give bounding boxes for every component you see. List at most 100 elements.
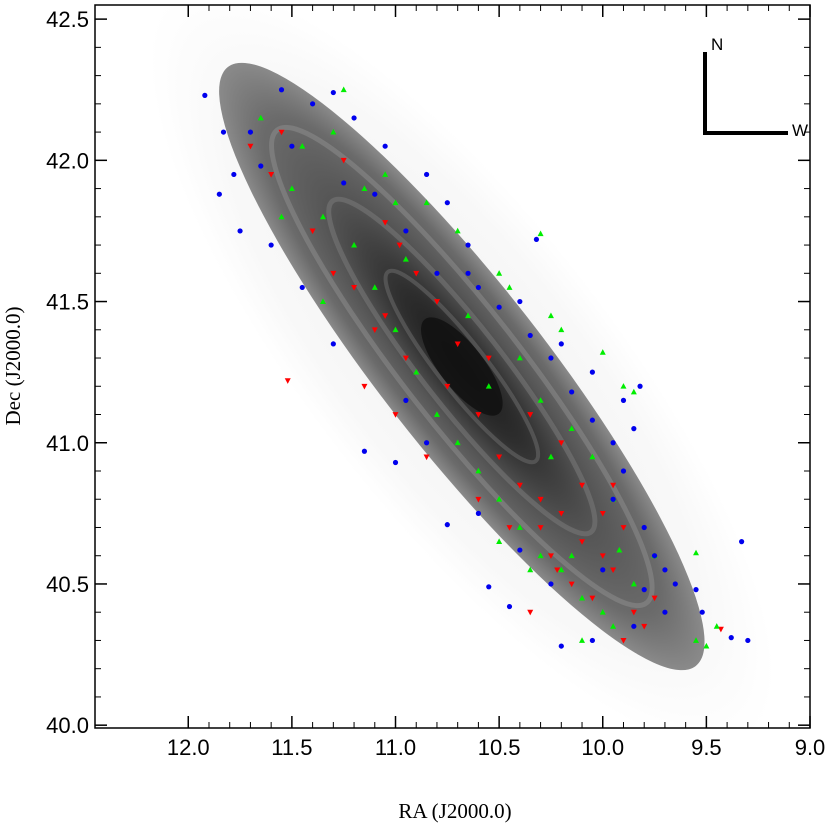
point-triangle-down: [610, 482, 617, 489]
point-triangle-up: [547, 312, 554, 319]
point-circle: [220, 129, 227, 135]
point-circle: [600, 567, 606, 573]
point-triangle-down: [599, 553, 606, 559]
point-circle: [662, 567, 668, 573]
point-triangle-down: [496, 454, 503, 461]
x-tick-label: 10.5: [478, 735, 521, 760]
point-triangle-up: [558, 326, 565, 333]
point-triangle-down: [620, 525, 627, 531]
x-tick-label: 9.0: [795, 735, 826, 760]
point-triangle-down: [547, 553, 554, 559]
point-circle: [202, 92, 208, 98]
point-triangle-up: [537, 552, 544, 559]
point-triangle-down: [351, 285, 358, 291]
point-circle: [548, 581, 554, 587]
point-circle: [258, 163, 264, 169]
point-circle: [517, 547, 523, 553]
galaxy-core: [421, 317, 503, 416]
point-triangle-up: [454, 439, 461, 446]
point-circle: [693, 587, 699, 593]
point-circle: [289, 143, 295, 149]
x-tick-label: 9.5: [691, 735, 722, 760]
point-triangle-up: [465, 312, 472, 319]
point-circle: [558, 643, 564, 649]
point-triangle-up: [319, 213, 326, 220]
point-circle: [310, 101, 316, 107]
point-circle: [361, 448, 368, 454]
point-triangle-up: [340, 86, 347, 93]
point-circle: [699, 609, 705, 615]
point-triangle-up: [713, 623, 720, 629]
point-circle: [631, 426, 637, 432]
galaxy-image: [149, 5, 775, 728]
point-circle: [247, 129, 254, 135]
point-triangle-down: [630, 609, 637, 616]
point-circle: [372, 191, 378, 197]
point-triangle-down: [651, 595, 658, 602]
point-circle: [558, 341, 564, 347]
point-circle: [403, 397, 409, 403]
y-tick-label: 41.5: [46, 290, 89, 315]
point-triangle-up: [319, 298, 326, 304]
point-triangle-up: [537, 397, 544, 403]
point-triangle-down: [579, 482, 586, 489]
point-triangle-up: [382, 171, 389, 177]
point-circle: [745, 637, 751, 644]
x-tick-label: 12.0: [167, 735, 210, 760]
point-triangle-up: [527, 566, 534, 573]
y-tick-label: 42.0: [46, 148, 89, 173]
point-triangle-up: [423, 199, 430, 206]
point-circle: [533, 236, 540, 243]
point-circle: [641, 587, 647, 593]
point-circle: [237, 228, 243, 234]
point-triangle-down: [475, 496, 482, 503]
point-triangle-up: [558, 566, 565, 573]
point-triangle-down: [554, 567, 561, 574]
point-circle: [330, 341, 336, 347]
point-triangle-up: [579, 637, 586, 643]
point-triangle-down: [558, 510, 565, 517]
point-triangle-down: [506, 525, 513, 531]
point-circle: [299, 284, 305, 291]
point-circle: [403, 228, 409, 234]
point-triangle-down: [268, 172, 275, 178]
point-circle: [486, 584, 492, 590]
point-circle: [506, 603, 513, 610]
point-circle: [216, 191, 222, 197]
point-triangle-down: [402, 355, 409, 362]
point-triangle-up: [616, 546, 623, 553]
point-triangle-up: [454, 227, 461, 234]
point-circle: [423, 440, 430, 446]
point-triangle-up: [506, 284, 513, 290]
compass-west-label: W: [792, 121, 808, 140]
y-tick-label: 41.0: [46, 431, 89, 456]
point-circle: [330, 89, 336, 96]
point-circle: [423, 171, 430, 178]
point-triangle-up: [568, 552, 575, 559]
point-triangle-down: [382, 313, 389, 319]
y-axis-label: Dec (J2000.0): [1, 307, 25, 426]
point-triangle-up: [579, 594, 586, 601]
compass-north-label: N: [711, 35, 723, 54]
point-triangle-up: [693, 549, 700, 556]
point-triangle-down: [516, 482, 523, 489]
point-triangle-down: [423, 454, 430, 461]
point-triangle-down: [620, 638, 627, 644]
point-triangle-down: [641, 623, 648, 630]
point-circle: [382, 143, 388, 149]
point-circle: [620, 397, 627, 403]
point-triangle-up: [475, 467, 482, 474]
point-circle: [620, 468, 627, 474]
point-circle: [496, 304, 502, 310]
point-circle: [728, 635, 734, 641]
point-triangle-down: [361, 383, 368, 390]
point-circle: [589, 637, 595, 644]
point-triangle-down: [433, 299, 440, 305]
point-triangle-down: [610, 567, 617, 574]
point-triangle-up: [413, 368, 420, 375]
point-circle: [444, 522, 450, 528]
point-triangle-down: [278, 129, 285, 136]
point-triangle-up: [485, 383, 492, 389]
x-axis-label: RA (J2000.0): [398, 799, 511, 823]
point-triangle-down: [475, 412, 482, 418]
